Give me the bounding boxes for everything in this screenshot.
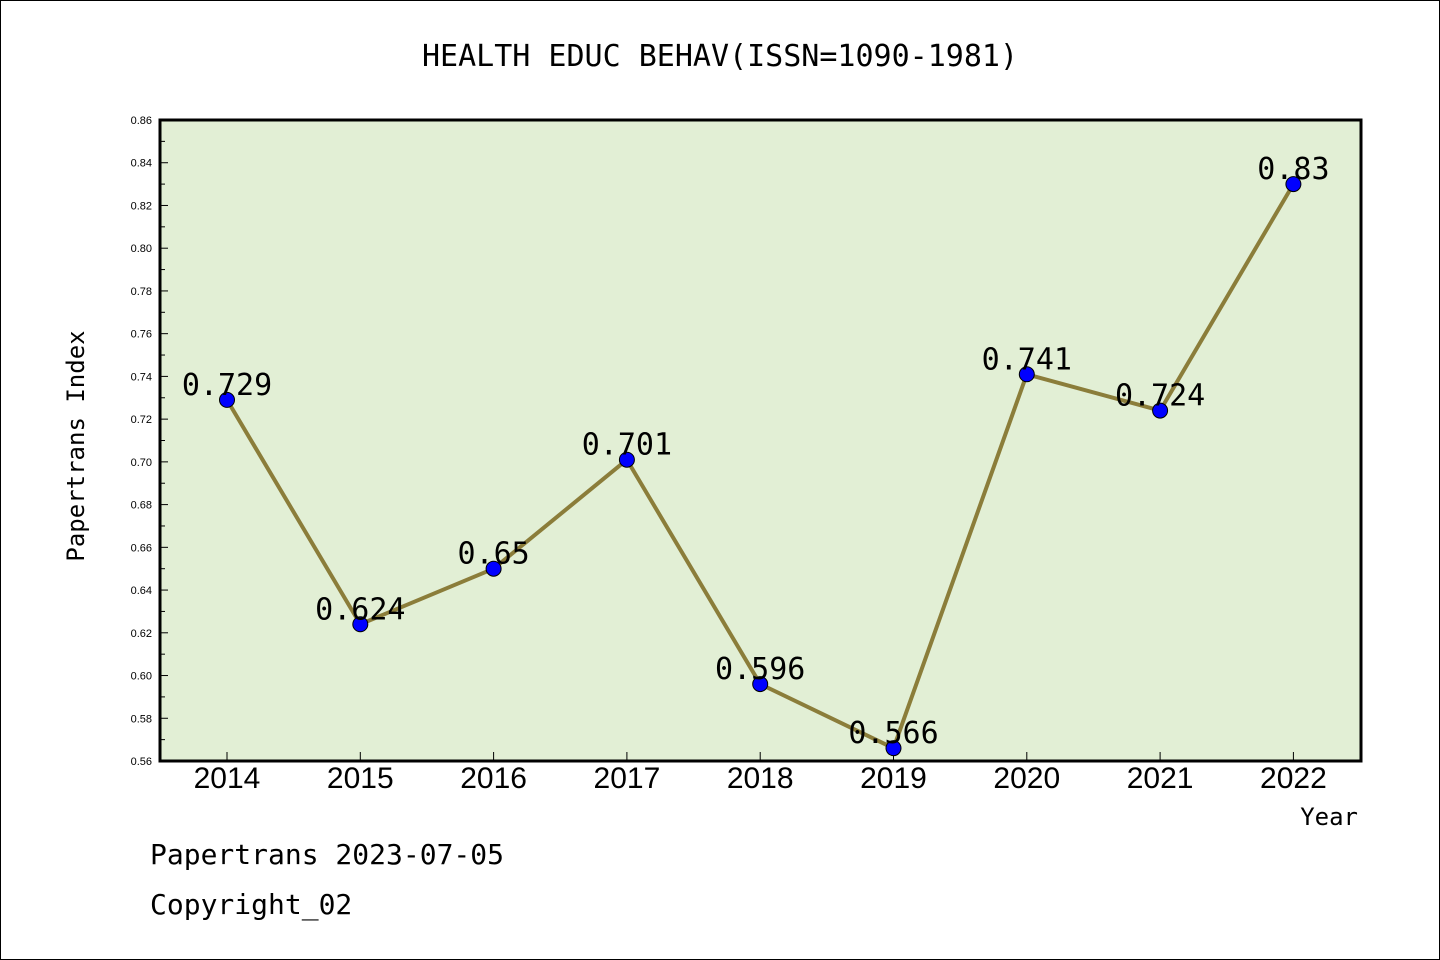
y-tick-label: 0.82: [131, 200, 152, 212]
data-label-2016: 0.65: [457, 537, 529, 572]
y-tick-label: 0.56: [131, 756, 152, 768]
x-tick-label: 2018: [727, 762, 794, 795]
data-label-2014: 0.729: [182, 368, 272, 403]
y-axis: 0.56 0.58 0.60 0.62 0.64 0.66 0.68 0.70 0.72 0.74…: [131, 115, 168, 768]
y-tick-label: 0.76: [131, 329, 152, 341]
x-tick-label: 2021: [1127, 762, 1194, 795]
chart-title: HEALTH EDUC BEHAV(ISSN=1090-1981): [422, 39, 1018, 74]
data-point-2021: [1152, 402, 1169, 419]
data-label-2017: 0.701: [582, 428, 672, 463]
data-label-2019: 0.566: [848, 716, 938, 751]
data-points: [219, 176, 1302, 757]
y-tick-label: 0.78: [131, 286, 152, 298]
y-tick-label: 0.86: [131, 115, 152, 127]
data-label-2015: 0.624: [315, 592, 405, 627]
y-tick-label: 0.64: [131, 585, 152, 597]
x-tick-label: 2022: [1260, 762, 1327, 795]
x-tick-label: 2016: [460, 762, 527, 795]
data-point-2018: [752, 676, 769, 693]
data-point-2017: [618, 451, 635, 468]
data-point-2016: [485, 560, 502, 577]
y-tick-label: 0.60: [131, 671, 152, 683]
data-point-2015: [352, 616, 369, 633]
y-tick-label: 0.66: [131, 542, 152, 554]
data-point-2019: [885, 740, 902, 757]
data-label-2018: 0.596: [715, 652, 805, 687]
data-label-2021: 0.724: [1115, 379, 1205, 414]
data-point-2014: [219, 391, 235, 408]
x-axis-label: Year: [1300, 803, 1358, 831]
data-label-2020: 0.741: [982, 342, 1072, 377]
x-tick-label: 2014: [194, 762, 261, 795]
footer-copyright: Copyright_02: [150, 888, 352, 922]
footer-date: Papertrans 2023-07-05: [150, 838, 504, 871]
y-tick-label: 0.72: [131, 414, 152, 426]
y-tick-label: 0.58: [131, 713, 152, 725]
x-tick-label: 2020: [993, 762, 1060, 795]
y-tick-label: 0.70: [131, 457, 152, 469]
y-tick-label: 0.80: [131, 243, 152, 255]
data-point-2020: [1018, 366, 1035, 383]
x-tick-label: 2019: [860, 762, 927, 795]
y-axis-label: Papertrans Index: [62, 330, 90, 561]
x-axis: 2014 2015 2016 2017 2018 2019 2020 2021 2022: [194, 752, 1327, 795]
x-tick-label: 2015: [327, 762, 394, 795]
y-tick-label: 0.84: [131, 158, 152, 170]
y-tick-label: 0.68: [131, 500, 152, 512]
data-point-2022: [1285, 176, 1302, 193]
data-labels: 0.729 0.624 0.65 0.701 0.596 0.566 0.741 0.724 0…: [182, 152, 1330, 751]
y-tick-label: 0.74: [131, 371, 152, 383]
y-tick-label: 0.62: [131, 628, 152, 640]
plot-area: [158, 118, 1363, 763]
x-tick-label: 2017: [594, 762, 661, 795]
data-label-2022: 0.83: [1257, 152, 1329, 187]
